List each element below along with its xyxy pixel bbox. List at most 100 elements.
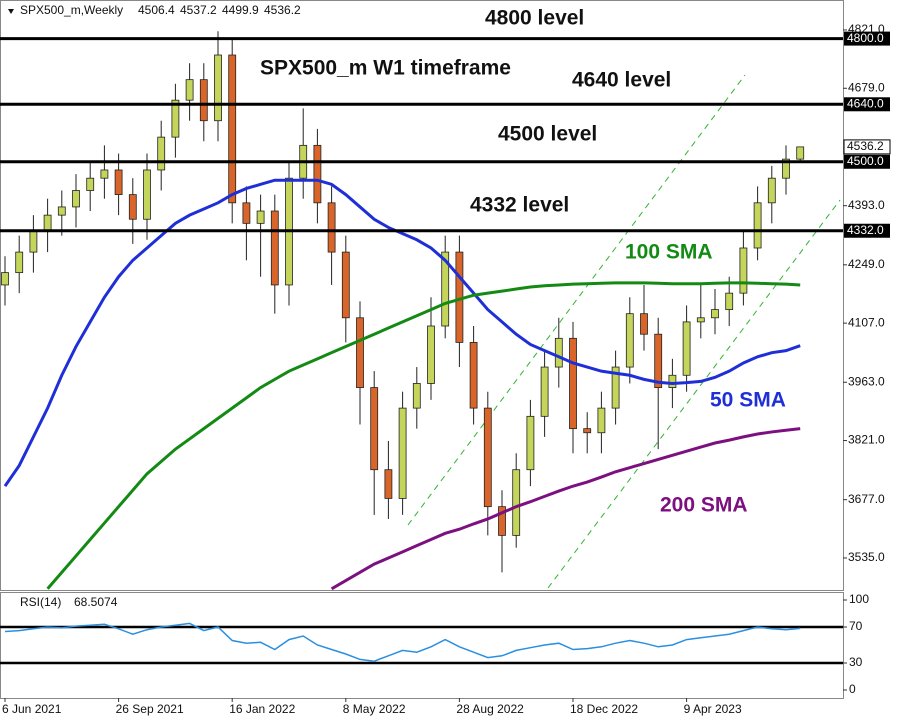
- level-box: [844, 31, 890, 46]
- y-tick-label: 4679.0: [848, 80, 885, 94]
- candle-body: [498, 506, 506, 536]
- annotation: 100 SMA: [625, 241, 713, 264]
- candle-body: [483, 407, 492, 508]
- y-tick-label: 4249.0: [848, 257, 885, 271]
- candle-body: [611, 366, 620, 409]
- candle-body: [341, 251, 350, 319]
- candle-body: [540, 366, 549, 417]
- candle-body: [398, 407, 407, 499]
- sma-line: [46, 281, 801, 590]
- candle-body: [711, 309, 719, 319]
- y-tick-label: 4393.0: [848, 198, 885, 212]
- sma-line: [3, 178, 801, 487]
- candle-body: [29, 231, 38, 253]
- y-tick-label: 70: [849, 619, 863, 633]
- sma-line: [330, 427, 801, 591]
- candle-body: [114, 169, 123, 196]
- x-tick-label: 18 Dec 2022: [570, 702, 638, 716]
- candle-body: [384, 469, 393, 499]
- candle-body: [753, 202, 762, 249]
- chart-title: SPX500_m,Weekly: [20, 3, 123, 17]
- candle-body: [569, 337, 577, 430]
- candle-body: [270, 210, 279, 286]
- rsi-line: [4, 622, 801, 662]
- candle-body: [625, 313, 634, 368]
- y-tick-label: 4107.0: [848, 315, 885, 329]
- y-tick-label: 30: [849, 655, 863, 669]
- level-box: [844, 223, 890, 238]
- candle-body: [441, 251, 450, 327]
- candle-body: [725, 292, 734, 310]
- candle-body: [86, 177, 95, 191]
- rsi-frame: [0, 592, 844, 699]
- header-ohlc: 4536.2: [264, 3, 301, 17]
- candle-body: [185, 79, 194, 101]
- x-tick-label: 28 Aug 2022: [456, 702, 524, 716]
- last-price-box: [843, 139, 891, 155]
- annotation: 4640 level: [572, 69, 671, 92]
- level-label: 4500.0: [847, 154, 884, 168]
- y-tick-label: 3535.0: [848, 550, 885, 564]
- candle-body: [782, 158, 790, 179]
- candle-body: [256, 210, 265, 224]
- candle-body: [1, 272, 9, 286]
- candle-body: [526, 415, 535, 471]
- candle-body: [57, 206, 66, 216]
- rsi-value: 68.5074: [74, 595, 118, 609]
- trend-channel: [407, 74, 841, 589]
- candle-body: [597, 407, 606, 434]
- y-tick-label: 3821.0: [848, 433, 885, 447]
- y-tick-label: 3963.0: [848, 374, 885, 388]
- last-price-label: 4536.2: [847, 139, 884, 153]
- candle-body: [796, 146, 805, 160]
- candle-body: [143, 169, 151, 220]
- menu-arrow: [8, 9, 14, 14]
- candle-body: [242, 202, 251, 224]
- candle-body: [654, 333, 663, 388]
- candle-body: [72, 190, 80, 208]
- annotation: 200 SMA: [660, 494, 748, 517]
- candle-body: [15, 251, 24, 274]
- level-box: [844, 97, 890, 112]
- candle-body: [157, 136, 166, 171]
- candle-body: [327, 202, 336, 253]
- candle-body: [640, 313, 648, 335]
- candle-body: [739, 247, 748, 294]
- candle-body: [370, 387, 379, 471]
- candle-body: [100, 169, 109, 179]
- y-tick-label: 100: [849, 592, 869, 606]
- candle-body: [696, 317, 705, 323]
- annotation: SPX500_m W1 timeframe: [260, 57, 511, 80]
- candle-body: [356, 317, 364, 388]
- channel-line: [407, 74, 746, 526]
- x-tick-label: 8 May 2022: [343, 702, 406, 716]
- candle-body: [228, 54, 237, 204]
- header-ohlc: 4506.4: [138, 3, 175, 17]
- main-frame: [0, 0, 844, 591]
- candle-body: [469, 342, 478, 409]
- annotation: 4332 level: [470, 194, 569, 217]
- candle-body: [512, 469, 521, 536]
- candle-body: [427, 325, 435, 384]
- level-label: 4800.0: [847, 31, 884, 45]
- x-tick-label: 16 Jan 2022: [229, 702, 295, 716]
- candle-body: [668, 374, 677, 388]
- annotation: 4800 level: [485, 7, 584, 30]
- header-ohlc: 4499.9: [222, 3, 259, 17]
- candle-body: [171, 99, 180, 138]
- candle-body: [214, 54, 222, 122]
- rsi-title: RSI(14): [20, 595, 61, 609]
- level-label: 4332.0: [847, 223, 884, 237]
- x-tick-label: 9 Apr 2023: [684, 702, 742, 716]
- channel-line: [547, 199, 841, 589]
- x-tick-label: 6 Jun 2021: [2, 702, 62, 716]
- annotation: 50 SMA: [710, 389, 786, 412]
- candle-body: [199, 79, 208, 122]
- candle-body: [767, 177, 776, 204]
- level-box: [844, 154, 890, 169]
- candle-body: [583, 428, 592, 434]
- x-tick-label: 26 Sep 2021: [116, 702, 184, 716]
- level-label: 4640.0: [847, 96, 884, 110]
- candle-body: [554, 337, 563, 368]
- candle-body: [43, 214, 52, 232]
